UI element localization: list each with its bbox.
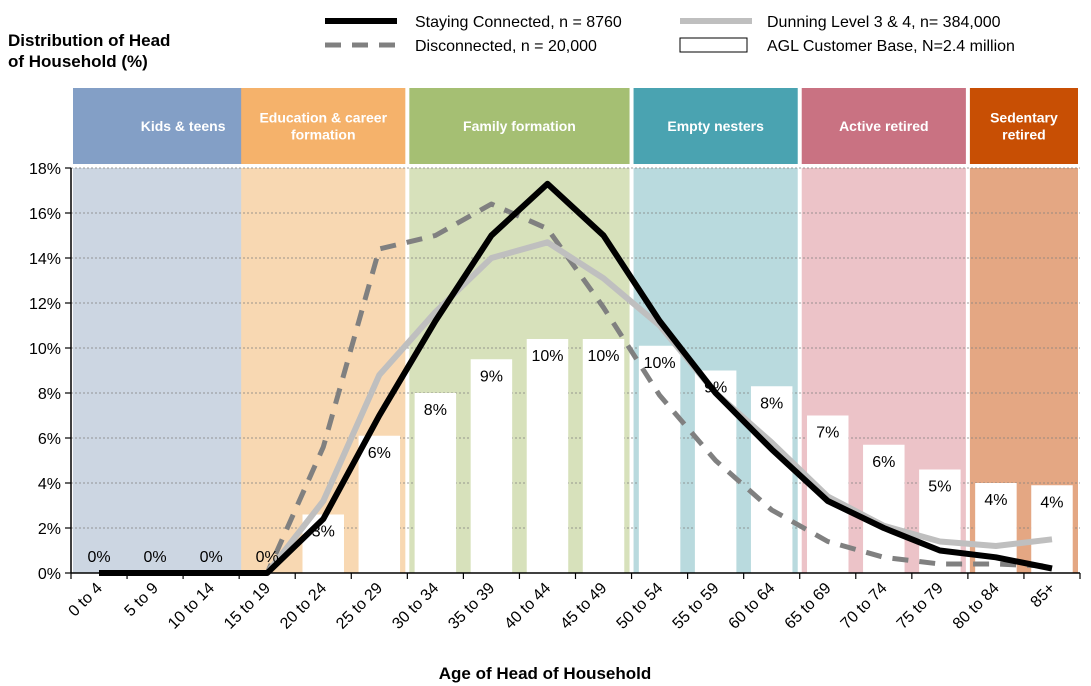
x-tick-label: 30 to 34 [389, 580, 442, 633]
y-tick-label: 16% [29, 206, 61, 223]
bar-label-11: 9% [704, 380, 727, 397]
legend-label: Dunning Level 3 & 4, n= 384,000 [767, 14, 1001, 31]
stage-label-3: Empty nesters [667, 118, 764, 134]
legend-label: AGL Customer Base, N=2.4 million [767, 38, 1015, 55]
stage-label-4: Active retired [839, 118, 928, 134]
bar-6 [415, 393, 456, 573]
x-tick-label: 60 to 64 [726, 580, 779, 633]
bar-label-17: 4% [1040, 494, 1063, 511]
stage-label-0: Kids & teens [141, 118, 226, 134]
y-tick-label: 18% [29, 161, 61, 178]
x-tick-label: 0 to 4 [66, 580, 106, 620]
bar-8 [527, 339, 568, 573]
bar-label-0: 0% [87, 549, 110, 566]
stage-label-5: Sedentary [990, 110, 1058, 126]
bar-label-10: 10% [644, 355, 676, 372]
x-tick-label: 50 to 54 [614, 580, 667, 633]
legend-label: Disconnected, n = 20,000 [415, 38, 597, 55]
y-tick-label: 6% [38, 431, 61, 448]
x-tick-label: 40 to 44 [501, 580, 554, 633]
y-tick-label: 10% [29, 341, 61, 358]
x-axis-title: Age of Head of Household [439, 664, 652, 683]
bar-label-14: 6% [872, 454, 895, 471]
bar-label-4: 3% [312, 524, 335, 541]
x-tick-label: 85+ [1028, 580, 1059, 611]
y-tick-label: 12% [29, 296, 61, 313]
bar-label-7: 9% [480, 368, 503, 385]
x-tick-label: 5 to 9 [122, 580, 162, 620]
legend-swatch [680, 38, 747, 52]
bar-label-9: 10% [588, 348, 620, 365]
bar-12 [751, 386, 792, 573]
stage-label-1: Education & career [259, 110, 387, 126]
bar-label-6: 8% [424, 402, 447, 419]
x-tick-label: 70 to 74 [838, 580, 891, 633]
x-tick-label: 75 to 79 [894, 580, 947, 633]
bar-label-5: 6% [368, 445, 391, 462]
x-tick-label: 80 to 84 [950, 580, 1003, 633]
y-tick-label: 2% [38, 521, 61, 538]
y-tick-label: 4% [38, 476, 61, 493]
stage-label-1: formation [291, 127, 356, 143]
x-tick-label: 20 to 24 [277, 580, 330, 633]
x-tick-label: 15 to 19 [221, 580, 274, 633]
stage-label-2: Family formation [463, 118, 576, 134]
bar-label-8: 10% [531, 348, 563, 365]
legend-label: Staying Connected, n = 8760 [415, 14, 622, 31]
x-tick-label: 25 to 29 [333, 580, 386, 633]
y-tick-label: 14% [29, 251, 61, 268]
bar-label-16: 4% [984, 492, 1007, 509]
bar-label-3: 0% [256, 549, 279, 566]
bar-9 [583, 339, 624, 573]
bar-label-1: 0% [144, 549, 167, 566]
stage-label-5: retired [1002, 127, 1046, 143]
bar-10 [639, 346, 680, 573]
bar-label-15: 5% [928, 479, 951, 496]
x-tick-label: 10 to 14 [165, 580, 218, 633]
x-tick-label: 65 to 69 [782, 580, 835, 633]
bar-7 [471, 359, 512, 573]
y-axis-title: Distribution of Head of Household (%) [8, 31, 170, 71]
legend: Staying Connected, n = 8760 Disconnected,… [325, 14, 1015, 55]
y-tick-label: 0% [38, 566, 61, 583]
y-tick-label: 8% [38, 386, 61, 403]
bar-label-2: 0% [200, 549, 223, 566]
bar-label-13: 7% [816, 425, 839, 442]
bar-label-12: 8% [760, 395, 783, 412]
x-tick-label: 55 to 59 [670, 580, 723, 633]
x-tick-label: 45 to 49 [557, 580, 610, 633]
x-tick-label: 35 to 39 [445, 580, 498, 633]
